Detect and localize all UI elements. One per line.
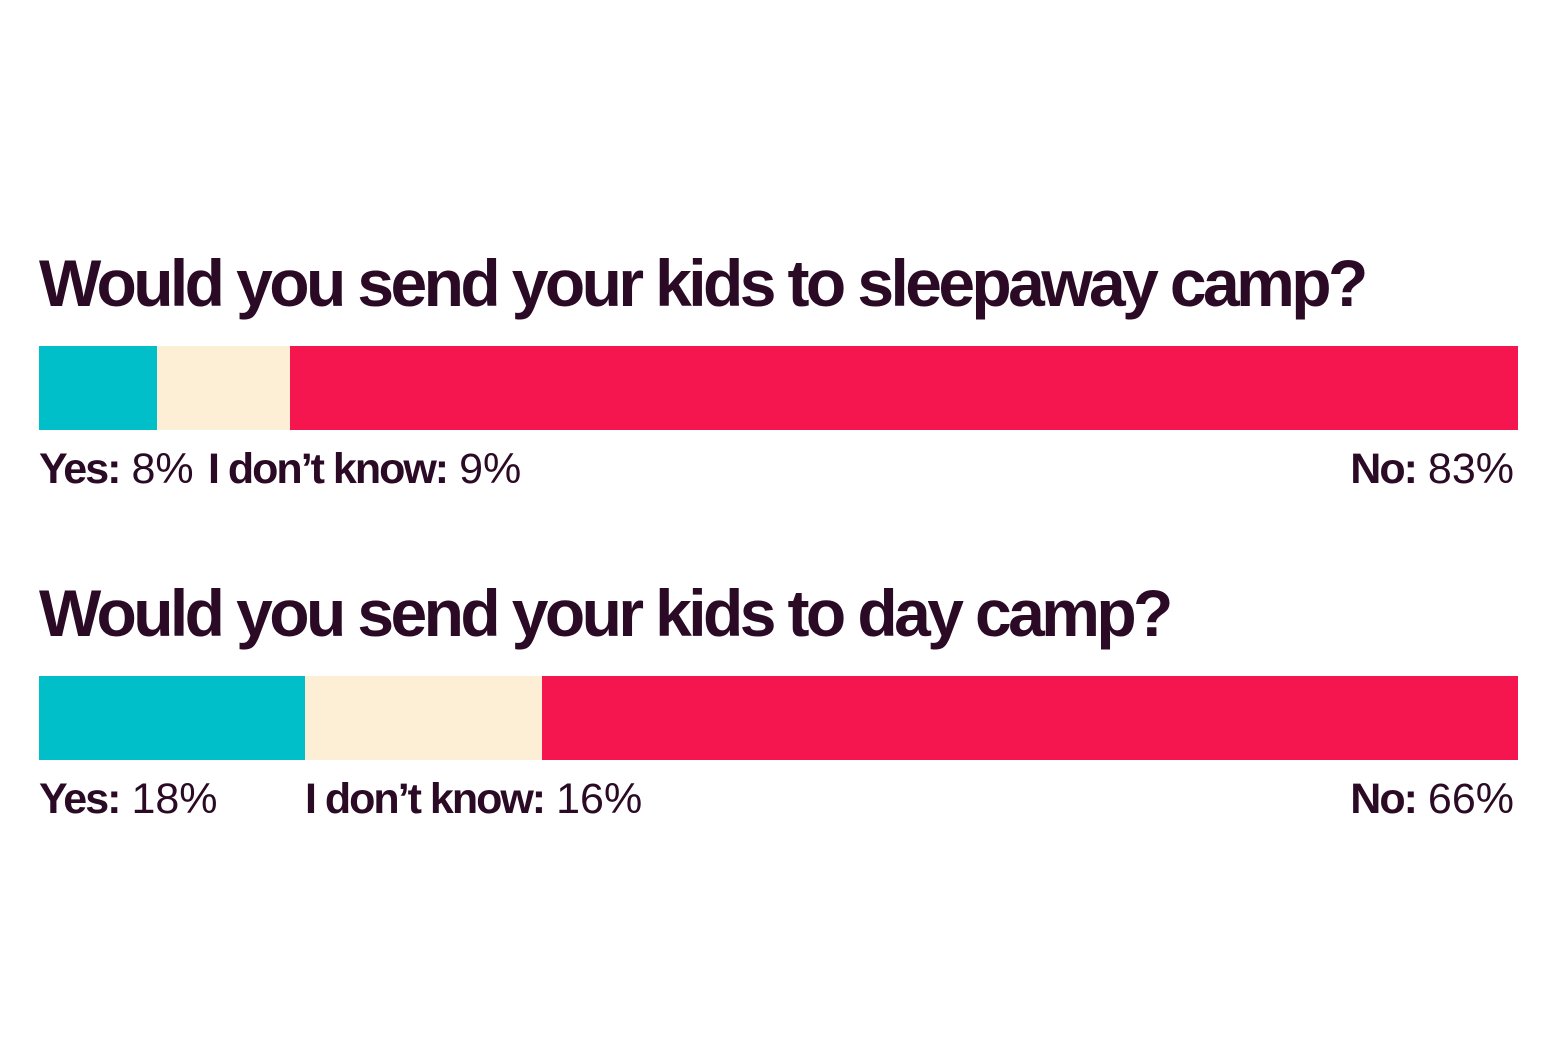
label-dont-know-value: 16% [556, 775, 643, 823]
label-yes-value: 18% [131, 775, 218, 823]
label-dont-know-value: 9% [459, 445, 522, 493]
label-no-name: No: [1350, 445, 1418, 493]
stacked-bar [39, 676, 1518, 760]
label-yes: Yes: 18% [39, 774, 218, 824]
label-dont-know: I don’t know: 16% [305, 774, 642, 824]
bar-segment-no [542, 676, 1518, 760]
bar-segment-no [290, 346, 1518, 430]
label-dont-know-name: I don’t know: [305, 775, 546, 823]
chart-title: Would you send your kids to sleepaway ca… [39, 246, 1368, 320]
bar-segment-dont-know [305, 676, 542, 760]
label-dont-know: I don’t know: 9% [208, 444, 521, 494]
bar-segment-dont-know [157, 346, 290, 430]
label-no: No: 66% [1350, 774, 1514, 824]
label-dont-know-name: I don’t know: [208, 445, 449, 493]
label-yes-value: 8% [131, 445, 194, 493]
label-no-name: No: [1350, 775, 1418, 823]
label-yes-name: Yes: [39, 445, 121, 493]
label-no: No: 83% [1350, 444, 1514, 494]
bar-labels: Yes: 8% I don’t know: 9% No: 83% [39, 444, 1518, 494]
day-camp-chart: Would you send your kids to day camp? Ye… [39, 576, 1518, 823]
stacked-bar [39, 346, 1518, 430]
sleepaway-camp-chart: Would you send your kids to sleepaway ca… [39, 246, 1518, 493]
label-yes-name: Yes: [39, 775, 121, 823]
bar-segment-yes [39, 346, 157, 430]
label-no-value: 83% [1427, 445, 1514, 493]
label-no-value: 66% [1427, 775, 1514, 823]
bar-labels: Yes: 18% I don’t know: 16% No: 66% [39, 774, 1518, 824]
label-yes: Yes: 8% [39, 444, 194, 494]
chart-title: Would you send your kids to day camp? [39, 576, 1173, 650]
bar-segment-yes [39, 676, 305, 760]
